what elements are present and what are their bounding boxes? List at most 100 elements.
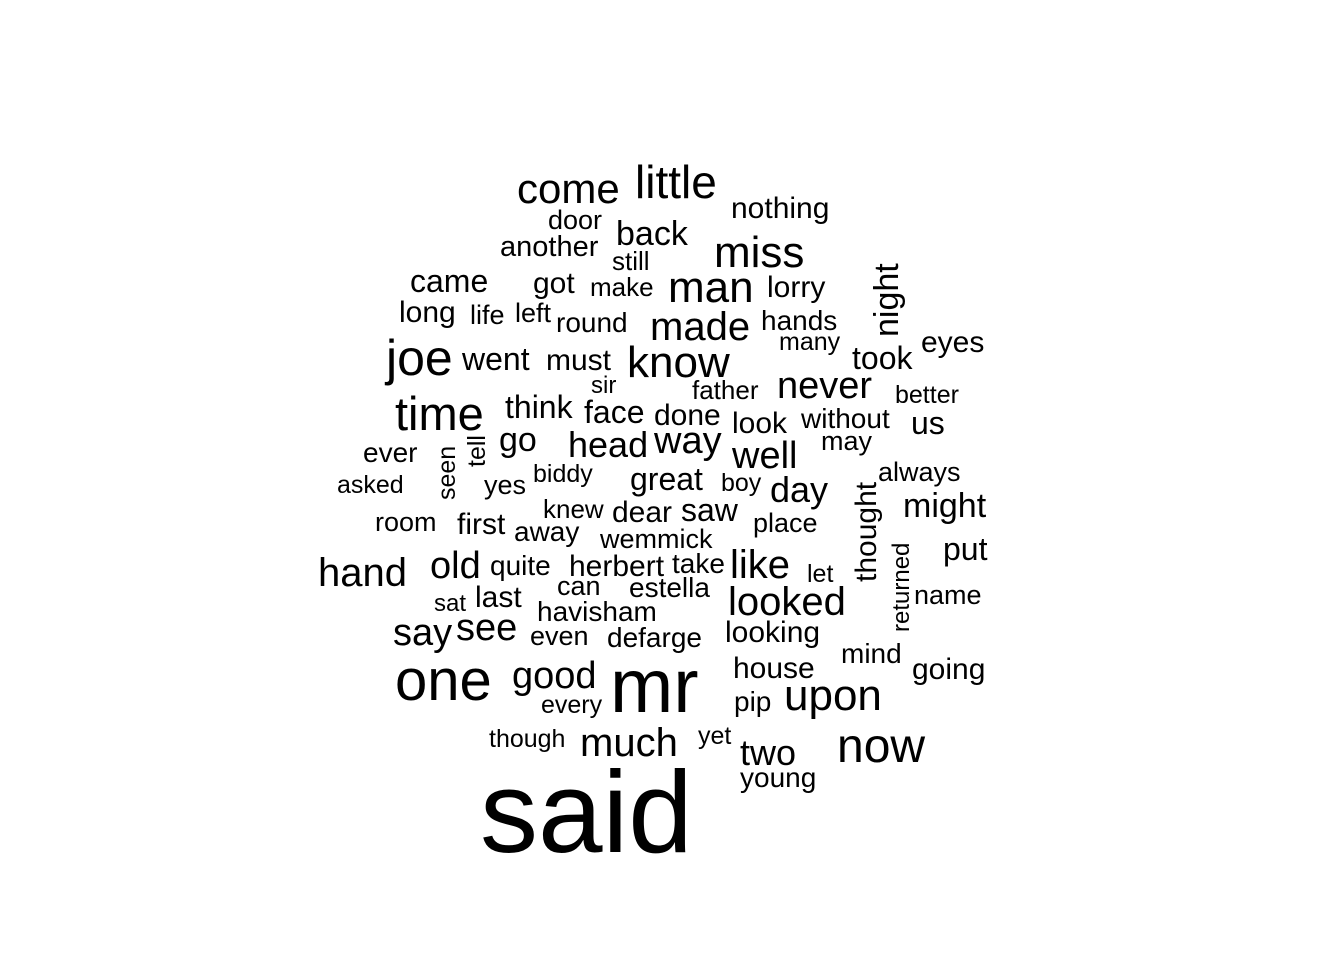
word-quite: quite (490, 550, 551, 581)
word-last: last (475, 581, 522, 614)
word-mr: mr (610, 644, 699, 729)
word-time: time (395, 387, 484, 440)
word-us: us (911, 405, 945, 441)
word-came: came (410, 263, 488, 299)
word-great: great (630, 461, 703, 497)
word-away: away (514, 516, 579, 547)
word-man: man (668, 263, 754, 312)
word-one: one (395, 648, 492, 713)
word-put: put (943, 531, 988, 567)
word-door: door (548, 205, 602, 235)
word-eyes: eyes (921, 326, 984, 359)
word-thought: thought (850, 481, 883, 582)
word-got: got (533, 267, 575, 300)
word-though: though (489, 725, 565, 753)
word-nothing: nothing (731, 192, 829, 225)
word-can: can (557, 571, 601, 601)
word-think: think (505, 389, 574, 425)
word-joe: joe (384, 330, 453, 386)
word-now: now (837, 720, 925, 773)
word-looking: looking (725, 616, 820, 649)
word-name: name (914, 580, 982, 610)
word-night: night (868, 263, 906, 337)
word-another: another (500, 231, 599, 263)
word-young: young (740, 762, 816, 793)
word-many: many (779, 328, 841, 356)
word-look: look (732, 407, 788, 440)
word-done: done (654, 399, 721, 432)
word-always: always (878, 457, 961, 487)
word-took: took (852, 340, 913, 376)
word-better: better (895, 381, 959, 409)
word-going: going (912, 653, 985, 686)
word-made: made (650, 305, 750, 349)
word-knew: knew (543, 494, 604, 524)
word-wemmick: wemmick (599, 524, 713, 554)
word-may: may (821, 426, 873, 456)
word-hand: hand (318, 551, 407, 595)
word-little: little (635, 156, 717, 208)
word-might: might (903, 487, 987, 525)
word-back: back (616, 215, 689, 253)
word-defarge: defarge (607, 622, 702, 653)
word-let: let (807, 560, 833, 588)
word-come: come (517, 165, 620, 212)
word-round: round (556, 307, 628, 338)
word-ever: ever (363, 437, 417, 468)
word-father: father (692, 375, 759, 405)
word-life: life (470, 300, 505, 330)
word-see: see (456, 607, 517, 649)
word-without: without (800, 403, 890, 434)
word-estella: estella (629, 572, 710, 603)
word-place: place (753, 508, 818, 538)
word-long: long (399, 296, 456, 329)
word-room: room (375, 507, 437, 537)
word-say: say (393, 612, 452, 654)
word-yet: yet (698, 722, 731, 750)
word-never: never (777, 365, 872, 407)
word-lorry: lorry (767, 271, 825, 304)
word-still: still (612, 246, 650, 276)
word-havisham: havisham (537, 596, 657, 627)
word-miss: miss (714, 228, 804, 277)
word-yes: yes (484, 470, 526, 500)
word-looked: looked (728, 580, 846, 624)
word-head: head (568, 424, 648, 465)
word-seen: seen (433, 446, 461, 500)
word-every: every (541, 691, 603, 719)
word-take: take (672, 548, 725, 579)
word-herbert: herbert (569, 550, 665, 583)
word-good: good (512, 655, 597, 697)
word-old: old (430, 545, 481, 587)
word-two: two (740, 732, 796, 773)
word-hands: hands (761, 305, 837, 336)
word-boy: boy (721, 469, 762, 497)
word-much: much (580, 721, 678, 765)
word-sir: sir (591, 372, 616, 399)
word-go: go (499, 421, 537, 459)
word-tell: tell (463, 435, 491, 467)
word-upon: upon (784, 671, 882, 720)
word-well: well (731, 435, 797, 477)
word-day: day (770, 469, 828, 510)
word-first: first (457, 508, 506, 541)
word-biddy: biddy (533, 460, 593, 488)
word-must: must (546, 344, 612, 377)
word-sat: sat (434, 590, 466, 617)
word-pip: pip (734, 686, 771, 717)
word-know: know (627, 338, 730, 387)
word-said: said (480, 747, 693, 877)
word-saw: saw (681, 492, 739, 528)
word-dear: dear (612, 496, 672, 529)
word-make: make (590, 272, 654, 302)
word-asked: asked (337, 471, 404, 499)
word-mind: mind (841, 638, 902, 669)
word-even: even (530, 621, 589, 651)
word-like: like (730, 543, 790, 587)
word-face: face (584, 394, 644, 430)
word-way: way (653, 420, 722, 462)
word-went: went (461, 341, 530, 377)
word-house: house (733, 652, 815, 685)
word-returned: returned (888, 543, 915, 632)
